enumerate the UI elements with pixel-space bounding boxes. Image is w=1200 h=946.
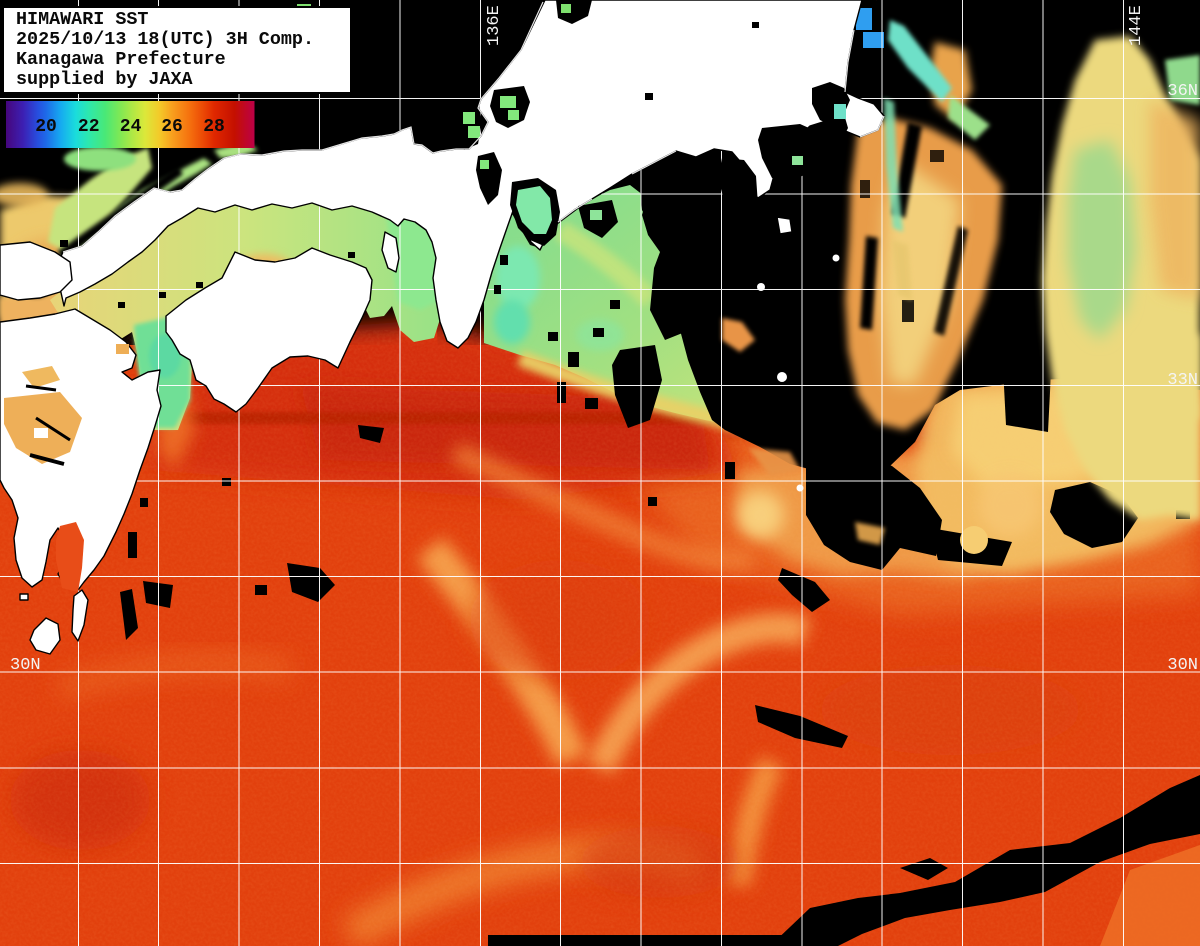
svg-text:24: 24 [120, 117, 142, 137]
svg-text:26: 26 [161, 117, 183, 137]
svg-text:144E: 144E [1127, 5, 1146, 46]
svg-text:2025/10/13 18(UTC) 3H Comp.: 2025/10/13 18(UTC) 3H Comp. [16, 29, 314, 50]
svg-text:30N: 30N [1167, 656, 1198, 675]
svg-text:HIMAWARI SST: HIMAWARI SST [16, 9, 148, 30]
svg-text:22: 22 [78, 117, 100, 137]
svg-text:30N: 30N [10, 656, 41, 675]
svg-text:33N: 33N [1167, 371, 1198, 390]
svg-text:Kanagawa Prefecture: Kanagawa Prefecture [16, 49, 226, 70]
svg-text:20: 20 [35, 117, 57, 137]
svg-text:136E: 136E [485, 5, 504, 46]
svg-text:28: 28 [203, 117, 225, 137]
svg-text:36N: 36N [1167, 82, 1198, 101]
svg-text:supplied by JAXA: supplied by JAXA [16, 69, 194, 90]
